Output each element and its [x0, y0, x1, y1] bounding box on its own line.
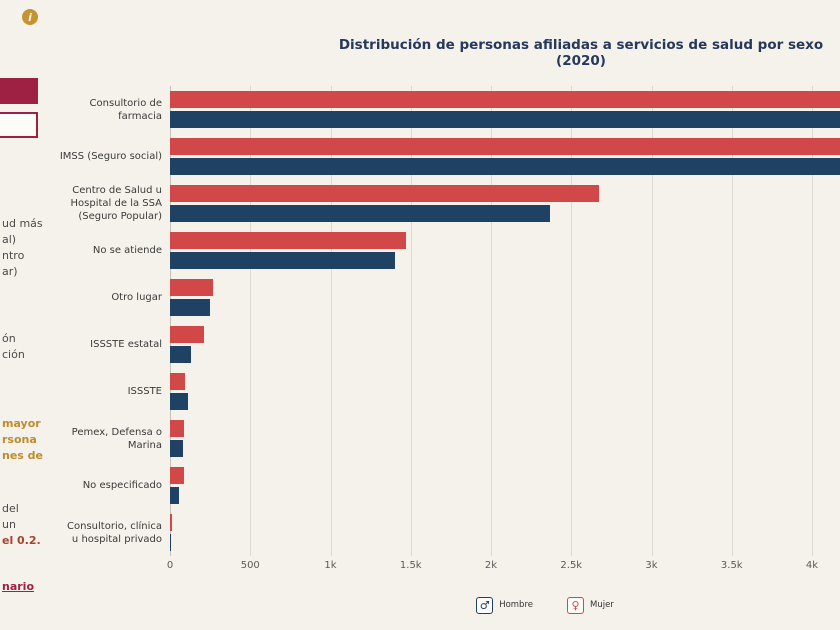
- plot-area: Consultorio de farmacia IMSS (Seguro soci…: [0, 86, 840, 556]
- x-axis: 0 500 1k 1.5k 2k 2.5k 3k 3.5k 4k: [0, 560, 840, 576]
- bar-group: [170, 232, 840, 269]
- female-icon: ♀: [567, 596, 584, 614]
- bar-group: [170, 326, 840, 363]
- bar-hombre[interactable]: [170, 205, 551, 222]
- left-panel-cropped: i ud más al) ntro ar) ón ción mayor rsona nes de…: [0, 0, 70, 630]
- chart-row: Pemex, Defensa o Marina: [0, 415, 840, 462]
- info-icon[interactable]: i: [22, 9, 38, 25]
- chart-row: No se atiende: [0, 227, 840, 274]
- chart-row: Consultorio de farmacia: [0, 86, 840, 133]
- sidebar-swatch-outline: [0, 112, 38, 138]
- x-tick-label: 500: [240, 560, 260, 571]
- x-tick-label: 2.5k: [560, 560, 583, 571]
- cropped-text-fragment: al): [2, 233, 17, 246]
- bar-hombre[interactable]: [170, 299, 211, 316]
- bar-group: [170, 279, 840, 316]
- bar-group: [170, 467, 840, 504]
- category-label: Otro lugar: [111, 292, 162, 303]
- bar-hombre[interactable]: [170, 393, 188, 410]
- x-tick-label: 3.5k: [720, 560, 743, 571]
- bar-mujer[interactable]: [170, 326, 204, 343]
- chart-title: Distribución de personas afiliadas a ser…: [338, 37, 824, 69]
- male-icon: ♂: [476, 596, 494, 614]
- bar-hombre[interactable]: [170, 440, 183, 457]
- category-label: No especificado: [82, 480, 162, 491]
- bar-mujer[interactable]: [170, 373, 186, 390]
- x-tick-label: 1.5k: [399, 560, 422, 571]
- cropped-text-fragment: un: [2, 518, 16, 531]
- x-tick-label: 4k: [805, 560, 819, 571]
- x-tick-label: 0: [166, 560, 174, 571]
- gridline: [330, 86, 332, 556]
- chart-row: IMSS (Seguro social): [0, 133, 840, 180]
- bar-hombre[interactable]: [170, 346, 191, 363]
- cropped-text-fragment: ntro: [2, 249, 25, 262]
- legend-label: Mujer: [590, 600, 614, 610]
- bar-hombre[interactable]: [170, 534, 171, 551]
- x-tick-label: 1k: [324, 560, 337, 571]
- gridline: [410, 86, 412, 556]
- x-tick-label: 3k: [645, 560, 658, 571]
- cropped-text-fragment: ción: [2, 348, 25, 361]
- gridlines-layer: [170, 86, 840, 556]
- bar-group: [170, 420, 840, 457]
- cropped-text-fragment: ón: [2, 332, 16, 345]
- cropped-text-fragment: ud más: [2, 217, 43, 230]
- bar-mujer[interactable]: [170, 138, 840, 155]
- bar-hombre[interactable]: [170, 487, 179, 504]
- gridline: [491, 86, 492, 556]
- category-label: Pemex, Defensa o Marina: [71, 426, 162, 451]
- bar-group: [170, 514, 840, 551]
- gridline: [250, 86, 252, 556]
- chart-rows: Consultorio de farmacia IMSS (Seguro soci…: [0, 86, 840, 556]
- chart-row: Otro lugar: [0, 274, 840, 321]
- bar-mujer[interactable]: [170, 420, 185, 437]
- cropped-link-fragment[interactable]: nario: [2, 580, 35, 593]
- category-label: ISSSTE estatal: [90, 339, 162, 350]
- bar-mujer[interactable]: [170, 185, 599, 202]
- category-label: Consultorio de farmacia: [89, 97, 163, 122]
- bar-group: [170, 91, 840, 128]
- x-tick-label: 2k: [484, 560, 498, 571]
- chart-row: No especificado: [0, 462, 840, 509]
- bar-group: [170, 138, 840, 175]
- gridline: [651, 86, 653, 556]
- category-label: Centro de Salud u Hospital de la SSA (Se…: [70, 185, 162, 222]
- gridline: [812, 86, 813, 556]
- bar-mujer[interactable]: [170, 279, 213, 296]
- bar-mujer[interactable]: [170, 91, 840, 108]
- bar-hombre[interactable]: [170, 158, 840, 175]
- category-label: IMSS (Seguro social): [59, 151, 162, 162]
- category-label: No se atiende: [92, 245, 162, 256]
- sidebar-swatch-filled: [0, 78, 38, 104]
- cropped-text-fragment: mayor: [2, 417, 41, 430]
- bar-hombre[interactable]: [170, 252, 395, 269]
- gridline: [170, 86, 171, 556]
- chart-row: Consultorio, clínica u hospital privado: [0, 509, 840, 556]
- category-label: Consultorio, clínica u hospital privado: [67, 520, 162, 545]
- legend-item-mujer[interactable]: ♀ Mujer: [567, 596, 614, 614]
- chart-row: ISSSTE: [0, 368, 840, 415]
- legend-label: Hombre: [499, 600, 533, 610]
- cropped-text-fragment: ar): [2, 265, 18, 278]
- bar-group: [170, 185, 840, 222]
- bar-group: [170, 373, 840, 410]
- category-label: ISSSTE: [127, 386, 162, 397]
- gridline: [571, 86, 573, 556]
- bar-mujer[interactable]: [170, 514, 173, 531]
- bar-mujer[interactable]: [170, 467, 184, 484]
- gridline: [731, 86, 733, 556]
- chart-row: ISSSTE estatal: [0, 321, 840, 368]
- chart-row: Centro de Salud u Hospital de la SSA (Se…: [0, 180, 840, 227]
- cropped-text-fragment: el 0.2.: [2, 534, 41, 547]
- chart-legend: ♂ Hombre ♀ Mujer: [0, 592, 840, 618]
- cropped-text-fragment: nes de: [2, 449, 44, 462]
- cropped-text-fragment: del: [2, 502, 19, 515]
- bar-mujer[interactable]: [170, 232, 406, 249]
- bar-hombre[interactable]: [170, 111, 840, 128]
- cropped-text-fragment: rsona: [2, 433, 37, 446]
- legend-item-hombre[interactable]: ♂ Hombre: [476, 596, 533, 614]
